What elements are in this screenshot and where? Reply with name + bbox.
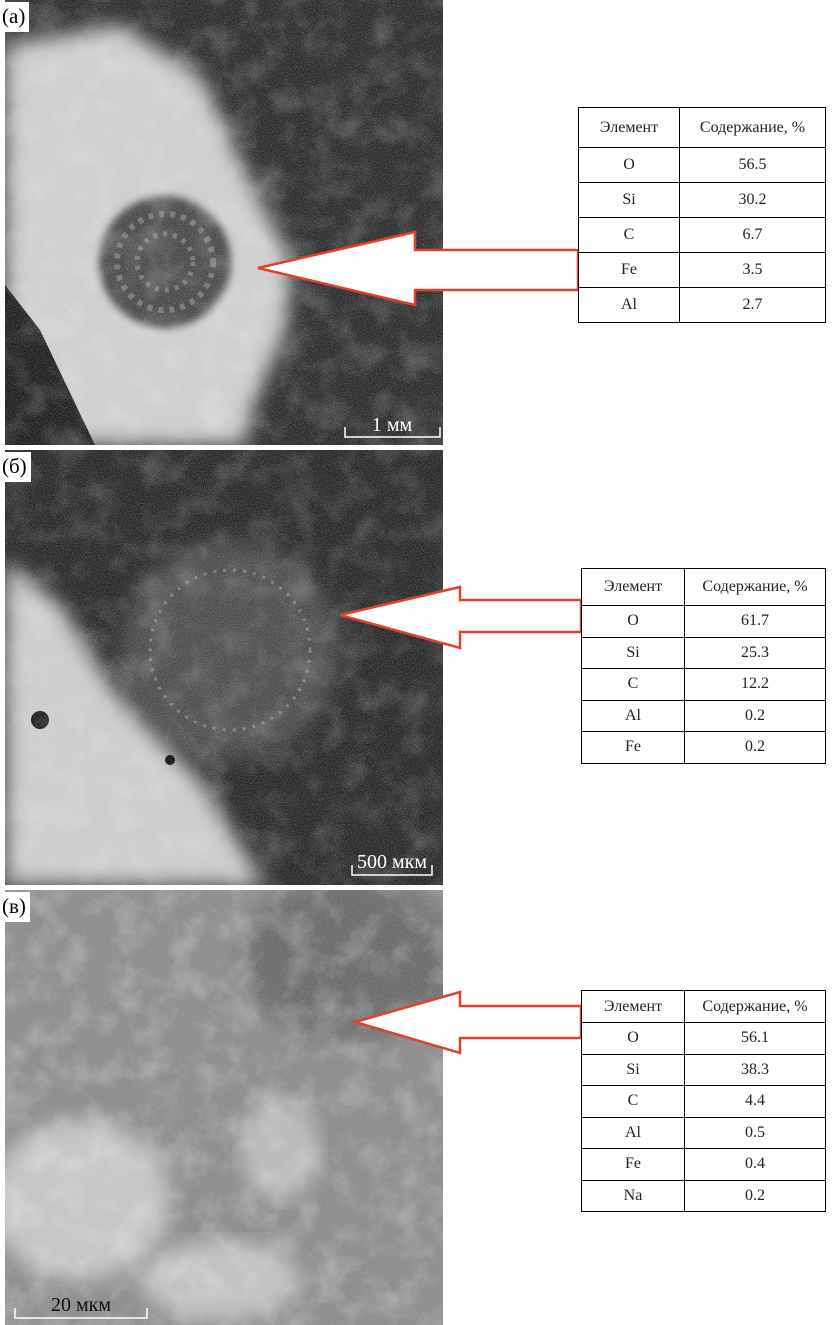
sem-image-a xyxy=(5,0,443,445)
table-cell: 3.5 xyxy=(680,253,826,288)
table-cell: Na xyxy=(582,1180,685,1212)
table-cell: O xyxy=(579,148,680,183)
table-cell: 12.2 xyxy=(685,669,826,701)
table-cell: 0.2 xyxy=(685,732,826,764)
panel-label: (б) xyxy=(0,452,31,482)
table-cell: 0.5 xyxy=(685,1117,826,1149)
table-cell: O xyxy=(582,606,685,638)
table-cell: Al xyxy=(582,1117,685,1149)
table-cell: 2.7 xyxy=(680,288,826,323)
panel-label: (а) xyxy=(0,2,29,32)
table-cell: Si xyxy=(579,183,680,218)
sem-image-b xyxy=(5,450,443,885)
table-cell: O xyxy=(582,1023,685,1055)
scale-label: 500 мкм xyxy=(357,851,427,873)
table-cell: C xyxy=(582,1086,685,1118)
header-cell: Содержание, % xyxy=(685,991,826,1023)
table-cell: C xyxy=(579,218,680,253)
table-cell: Si xyxy=(582,637,685,669)
panel-label: (в) xyxy=(0,892,30,922)
table-cell: 4.4 xyxy=(685,1086,826,1118)
table-cell: Fe xyxy=(582,732,685,764)
scale-label: 20 мкм xyxy=(51,1294,111,1316)
table-cell: Fe xyxy=(582,1149,685,1181)
header-cell: Элемент xyxy=(582,991,685,1023)
header-cell: Содержание, % xyxy=(680,108,826,148)
table-cell: Fe xyxy=(579,253,680,288)
sem-image-c xyxy=(0,880,460,1325)
table-cell: Al xyxy=(582,700,685,732)
table-cell: C xyxy=(582,669,685,701)
header-cell: Содержание, % xyxy=(685,569,826,606)
table-cell: 61.7 xyxy=(685,606,826,638)
table-cell: 0.2 xyxy=(685,700,826,732)
header-cell: Элемент xyxy=(579,108,680,148)
table-cell: Al xyxy=(579,288,680,323)
scale-label: 1 мм xyxy=(372,414,413,436)
table-cell: 6.7 xyxy=(680,218,826,253)
table-cell: 25.3 xyxy=(685,637,826,669)
header-cell: Элемент xyxy=(582,569,685,606)
table-cell: 38.3 xyxy=(685,1054,826,1086)
table-cell: 56.1 xyxy=(685,1023,826,1055)
table-cell: 0.2 xyxy=(685,1180,826,1212)
figure: 1 мм 500 мкм 20 мкм (а) (б) (в) ЭлементС… xyxy=(0,0,833,1325)
table-cell: Si xyxy=(582,1054,685,1086)
table-cell: 56.5 xyxy=(680,148,826,183)
table-cell: 30.2 xyxy=(680,183,826,218)
table-cell: 0.4 xyxy=(685,1149,826,1181)
